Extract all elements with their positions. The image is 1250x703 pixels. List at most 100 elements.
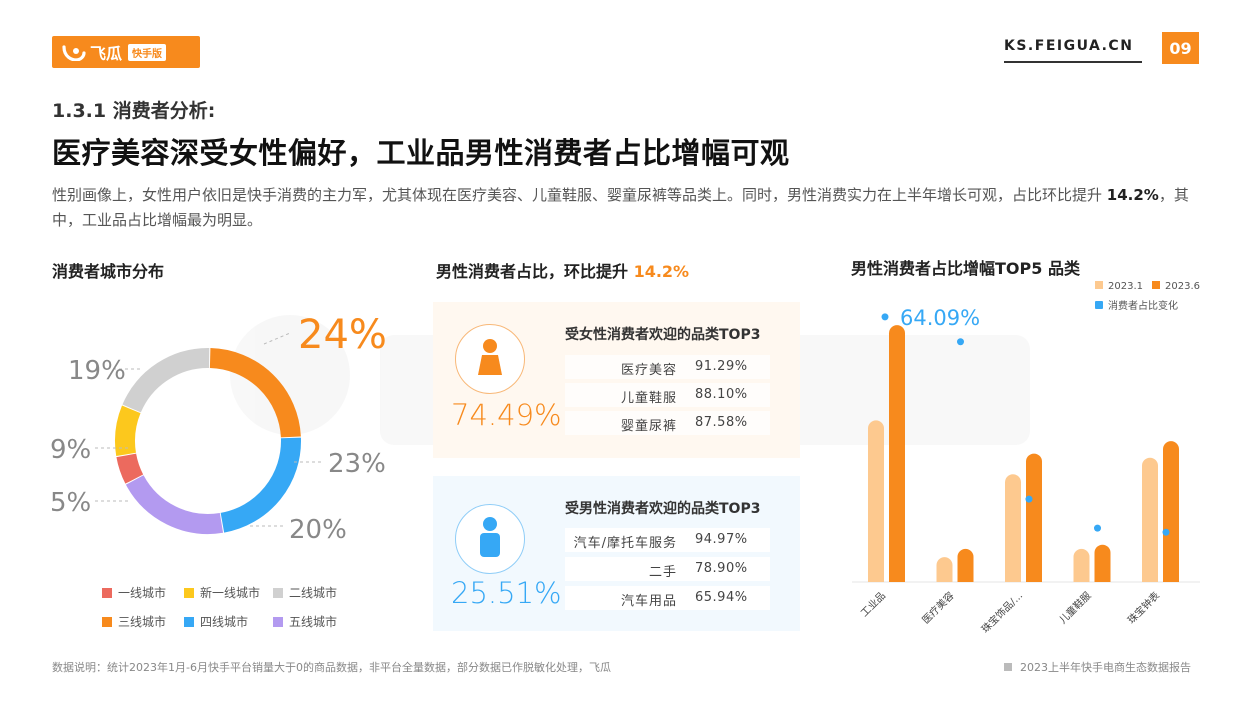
row-name: 汽车用品 — [620, 594, 677, 609]
legend-label: 新一线城市 — [200, 586, 261, 600]
x-tick-label: 工业品 — [858, 590, 888, 620]
legend-item: 新一线城市 — [184, 584, 260, 601]
donut-label: 23% — [328, 449, 386, 479]
change-point — [1094, 524, 1101, 532]
bar-base — [957, 574, 974, 582]
female-row: 医疗美容 91.29% — [565, 355, 770, 379]
bar — [1005, 474, 1021, 582]
annotation-label: 64.09% — [900, 306, 980, 330]
row-name: 婴童尿裤 — [620, 419, 677, 434]
legend-label: 三线城市 — [118, 615, 167, 629]
x-tick-label: 医疗美容 — [919, 589, 956, 626]
donut-slice — [116, 453, 144, 484]
female-row: 儿童鞋服 88.10% — [565, 383, 770, 407]
donut-label: 19% — [68, 356, 126, 386]
x-tick-label: 珠宝饰品/... — [979, 589, 1026, 636]
male-circle — [455, 504, 525, 574]
footer-report-text: 2023上半年快手电商生态数据报告 — [1020, 661, 1191, 674]
bar-base — [1026, 574, 1042, 582]
male-row: 汽车用品 65.94% — [565, 586, 770, 610]
bar — [1094, 544, 1111, 582]
gender-title-text: 男性消费者占比，环比提升 — [436, 262, 634, 281]
description-part2: ，其中，工业品占比增幅最为明显。 — [52, 186, 1189, 229]
change-point — [1025, 495, 1033, 503]
donut-label: 20% — [289, 515, 347, 545]
page-number: 09 — [1162, 32, 1199, 64]
bar — [1163, 441, 1179, 582]
bar — [957, 548, 974, 582]
donut-title: 消费者城市分布 — [52, 262, 165, 281]
description-highlight: 14.2% — [1106, 186, 1159, 204]
legend-item: 四线城市 — [184, 613, 248, 630]
legend-swatch — [102, 617, 112, 627]
legend-swatch — [273, 617, 283, 627]
bar-base — [1073, 574, 1090, 582]
bar-base — [1163, 574, 1179, 582]
legend-item: 二线城市 — [273, 584, 337, 601]
row-name: 医疗美容 — [620, 363, 677, 378]
bar — [1073, 548, 1090, 582]
row-value: 87.58% — [695, 415, 748, 430]
legend-label: 2023.6 — [1165, 281, 1200, 292]
donut-label: 5% — [50, 488, 91, 518]
legend-label: 消费者占比变化 — [1108, 299, 1178, 312]
legend-item: 三线城市 — [102, 613, 166, 630]
bar — [889, 325, 905, 582]
donut-leader-line — [263, 332, 291, 345]
legend-swatch — [184, 588, 194, 598]
brand-logo: 飞瓜 快手版 — [52, 36, 200, 68]
legend-swatch — [1152, 281, 1160, 289]
site-url[interactable]: KS.FEIGUA.CN — [1004, 38, 1134, 54]
row-value: 91.29% — [695, 359, 748, 374]
legend-swatch — [1095, 301, 1103, 309]
section-title: 1.3.1 消费者分析: — [52, 100, 216, 122]
donut-label: 24% — [298, 312, 387, 358]
donut-slice — [115, 405, 141, 457]
legend-swatch — [102, 588, 112, 598]
row-value: 94.97% — [695, 532, 748, 547]
donut-label: 9% — [50, 435, 91, 465]
x-tick-label: 儿童鞋服 — [1056, 589, 1093, 626]
male-row: 汽车/摩托车服务 94.97% — [565, 528, 770, 552]
male-panel-title: 受男性消费者欢迎的品类TOP3 — [565, 501, 761, 517]
donut-slice — [125, 474, 224, 534]
female-row: 婴童尿裤 87.58% — [565, 411, 770, 435]
legend-label: 二线城市 — [289, 586, 338, 600]
bar-base — [1142, 574, 1158, 582]
legend-swatch — [184, 617, 194, 627]
female-panel-title: 受女性消费者欢迎的品类TOP3 — [565, 327, 761, 343]
row-value: 78.90% — [695, 561, 748, 576]
change-point — [1162, 528, 1170, 536]
gender-title: 男性消费者占比，环比提升 14.2% — [436, 258, 689, 282]
row-value: 88.10% — [695, 387, 748, 402]
bar — [868, 420, 884, 582]
bar-title: 男性消费者占比增幅TOP5 品类 — [851, 259, 1080, 278]
footer-square-icon — [1004, 663, 1012, 671]
donut-slice — [220, 437, 301, 533]
male-percent: 25.51% — [451, 576, 562, 610]
x-tick-label: 珠宝钟表 — [1125, 589, 1162, 626]
row-value: 65.94% — [695, 590, 748, 605]
legend-label: 五线城市 — [289, 615, 338, 629]
legend-label: 一线城市 — [118, 586, 167, 600]
gender-title-highlight: 14.2% — [633, 262, 690, 281]
site-underline — [1004, 61, 1142, 63]
bar — [1026, 453, 1042, 582]
row-name: 儿童鞋服 — [620, 391, 677, 406]
legend-label: 四线城市 — [200, 615, 249, 629]
change-point — [957, 338, 964, 346]
description: 性别画像上，女性用户依旧是快手消费的主力军，尤其体现在医疗美容、儿童鞋服、婴童尿… — [52, 183, 1202, 233]
female-circle — [455, 324, 525, 394]
bar — [1142, 457, 1158, 582]
female-icon — [478, 339, 502, 375]
donut-slice — [122, 348, 210, 413]
legend-swatch — [273, 588, 283, 598]
row-name: 二手 — [648, 565, 677, 580]
legend-swatch — [1095, 281, 1103, 289]
donut-slice — [209, 348, 301, 438]
footer-report: 2023上半年快手电商生态数据报告 — [1004, 659, 1191, 675]
bar-base — [1094, 574, 1111, 582]
row-name: 汽车/摩托车服务 — [573, 536, 677, 551]
female-panel: 74.49% 受女性消费者欢迎的品类TOP3 医疗美容 91.29% 儿童鞋服 88… — [433, 302, 800, 458]
logo-icon — [62, 45, 86, 61]
